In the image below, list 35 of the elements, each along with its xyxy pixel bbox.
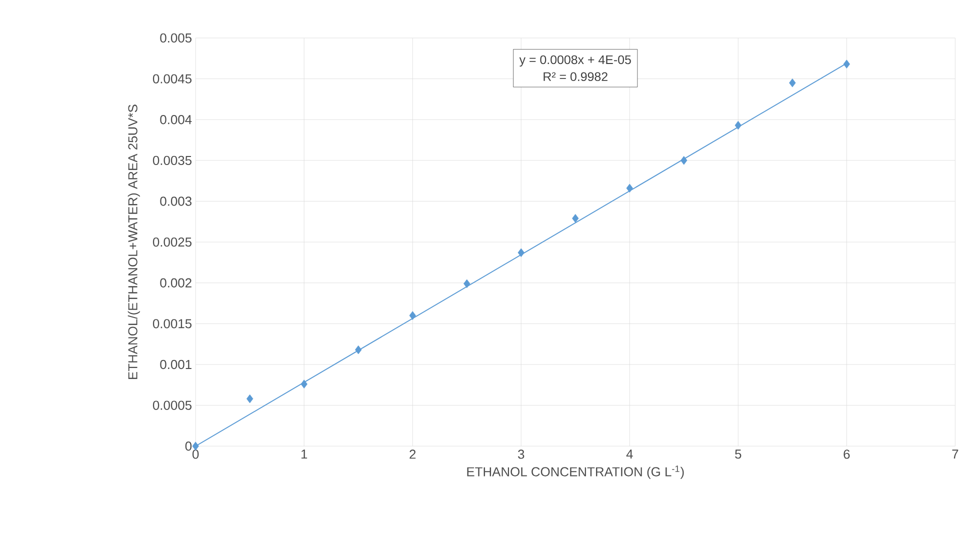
y-tick-label: 0.004 [160, 114, 192, 124]
point [464, 279, 470, 288]
point [626, 184, 633, 193]
x-tick-label: 3 [518, 450, 524, 459]
x-tick-label: 7 [952, 450, 958, 459]
x-tick-label: 4 [626, 450, 633, 459]
y-tick-label: 0.001 [160, 360, 192, 370]
point [300, 380, 308, 388]
y-tick-label: 0.0045 [152, 74, 192, 84]
y-tick-label: 0 [185, 442, 192, 451]
point [409, 311, 416, 320]
point [734, 120, 742, 130]
y-tick-label: 0.005 [160, 33, 192, 43]
point [843, 60, 850, 68]
x-tick-label: 6 [844, 450, 850, 459]
point [355, 345, 362, 354]
y-tick-label: 0.0005 [152, 400, 192, 410]
point [789, 78, 796, 88]
x-tick-label: 2 [410, 450, 416, 459]
point [518, 248, 524, 258]
x-tick-label: 1 [301, 450, 308, 459]
y-tick-label: 0.002 [160, 278, 192, 288]
point [680, 156, 688, 165]
x-tick-label: 5 [735, 450, 742, 459]
annotation: y = 0.0008x + 4E-05 [519, 55, 631, 67]
y-tick-label: 0.003 [160, 196, 192, 206]
x-tick-label: 0 [192, 450, 199, 459]
x-axis-title: ETHANOL CONCENTRATION (G L$^{-1}$) [467, 466, 684, 479]
point [246, 394, 254, 404]
point [572, 214, 579, 223]
y-tick-label: 0.0025 [152, 237, 192, 247]
y-tick-label: 0.0035 [152, 156, 192, 165]
annotation: R² = 0.9982 [544, 72, 608, 82]
y-axis-title: ETHANOL/(ETHANOL+WATER) AREA 25UV*S [128, 104, 140, 379]
y-tick-label: 0.0015 [152, 319, 192, 328]
